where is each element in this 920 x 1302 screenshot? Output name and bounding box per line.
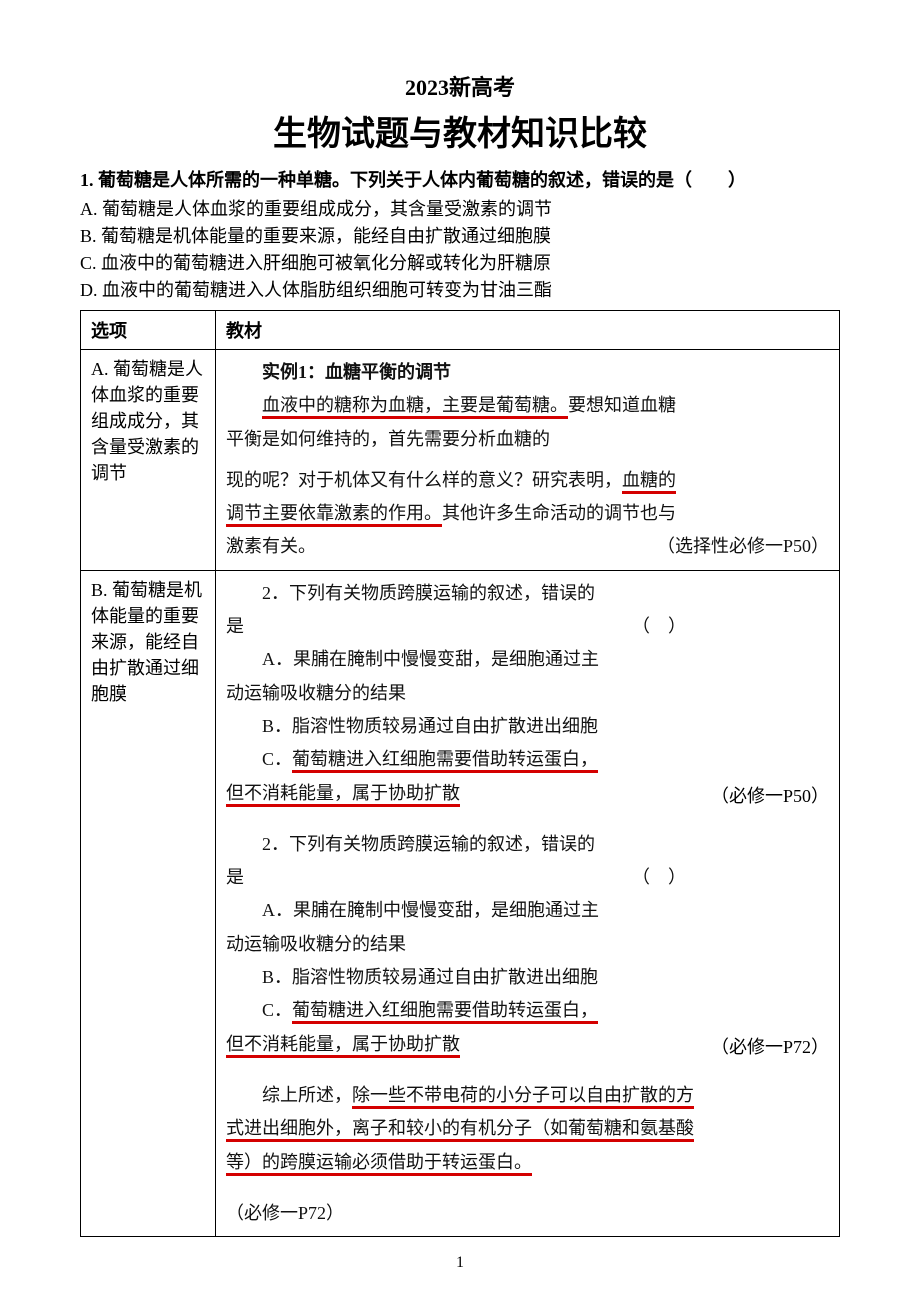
comparison-table: 选项 教材 A. 葡萄糖是人体血浆的重要组成成分，其含量受激素的调节 实例1：血… — [80, 310, 840, 1237]
summary-block: 综上所述，除一些不带电荷的小分子可以自由扩散的方 式进出细胞外，离子和较小的有机… — [226, 1079, 786, 1179]
question-text: 葡萄糖是人体所需的一种单糖。下列关于人体内葡萄糖的叙述，错误的是（ ） — [98, 170, 746, 190]
text-span: C． — [262, 1000, 292, 1020]
text-span: C． — [262, 749, 292, 769]
text-span: 其他许多生命活动的调节也与 — [442, 503, 676, 523]
quoted-line: C．葡萄糖进入红细胞需要借助转运蛋白， — [226, 743, 686, 776]
page-ref: （必修一P50） — [711, 782, 829, 808]
textbook-line: 激素有关。 — [226, 530, 316, 563]
page: 2023新高考 生物试题与教材知识比较 1. 葡萄糖是人体所需的一种单糖。下列关… — [0, 0, 920, 1277]
option-b: B. 葡萄糖是机体能量的重要来源，能经自由扩散通过细胞膜 — [80, 223, 840, 250]
quoted-line: 2．下列有关物质跨膜运输的叙述，错误的 — [226, 577, 686, 610]
option-cell-b: B. 葡萄糖是机体能量的重要来源，能经自由扩散通过细胞膜 — [81, 570, 216, 1236]
textbook-line: 调节主要依靠激素的作用。其他许多生命活动的调节也与 — [226, 497, 829, 530]
table-row: A. 葡萄糖是人体血浆的重要组成成分，其含量受激素的调节 实例1：血糖平衡的调节… — [81, 350, 840, 571]
quoted-line: 但不消耗能量，属于协助扩散 — [226, 777, 686, 810]
underlined-text: 葡萄糖进入红细胞需要借助转运蛋白， — [292, 1000, 598, 1024]
quoted-line: B．脂溶性物质较易通过自由扩散进出细胞 — [226, 710, 686, 743]
text-span: 是 — [226, 861, 244, 894]
quoted-question-block: 2．下列有关物质跨膜运输的叙述，错误的 是 （ ） A．果脯在腌制中慢慢变甜，是… — [226, 828, 829, 1061]
text-span: 现的呢？对于机体又有什么样的意义？研究表明， — [226, 470, 622, 490]
option-a: A. 葡萄糖是人体血浆的重要组成成分，其含量受激素的调节 — [80, 196, 840, 223]
option-c: C. 血液中的葡萄糖进入肝细胞可被氧化分解或转化为肝糖原 — [80, 250, 840, 277]
quoted-line: 2．下列有关物质跨膜运输的叙述，错误的 — [226, 828, 686, 861]
page-ref: （必修一P72） — [711, 1033, 829, 1059]
quoted-line: 但不消耗能量，属于协助扩散 — [226, 1028, 686, 1061]
underlined-text: 葡萄糖进入红细胞需要借助转运蛋白， — [292, 749, 598, 773]
textbook-cell-a: 实例1：血糖平衡的调节 血液中的糖称为血糖，主要是葡萄糖。要想知道血糖 平衡是如… — [216, 350, 840, 571]
header-option: 选项 — [81, 311, 216, 350]
quoted-line: 是 （ ） — [226, 861, 686, 894]
header-textbook: 教材 — [216, 311, 840, 350]
underlined-text: 但不消耗能量，属于协助扩散 — [226, 1034, 460, 1058]
question-stem: 1. 葡萄糖是人体所需的一种单糖。下列关于人体内葡萄糖的叙述，错误的是（ ） — [80, 167, 840, 194]
underlined-text: 除一些不带电荷的小分子可以自由扩散的方 — [352, 1085, 694, 1109]
page-ref: （必修一P72） — [226, 1197, 829, 1230]
textbook-line: 平衡是如何维持的，首先需要分析血糖的 — [226, 423, 829, 456]
underlined-text: 调节主要依靠激素的作用。 — [226, 503, 442, 527]
quoted-line: 动运输吸收糖分的结果 — [226, 677, 686, 710]
summary-line: 式进出细胞外，离子和较小的有机分子（如葡萄糖和氨基酸 — [226, 1112, 786, 1145]
option-cell-a: A. 葡萄糖是人体血浆的重要组成成分，其含量受激素的调节 — [81, 350, 216, 571]
doc-title: 生物试题与教材知识比较 — [80, 106, 840, 155]
page-ref: （选择性必修一P50） — [657, 530, 829, 563]
quoted-line: C．葡萄糖进入红细胞需要借助转运蛋白， — [226, 994, 686, 1027]
underlined-text: 等）的跨膜运输必须借助于转运蛋白。 — [226, 1152, 532, 1176]
text-span: 综上所述， — [262, 1085, 352, 1105]
quoted-question-block: 2．下列有关物质跨膜运输的叙述，错误的 是 （ ） A．果脯在腌制中慢慢变甜，是… — [226, 577, 829, 810]
option-d: D. 血液中的葡萄糖进入人体脂肪组织细胞可转变为甘油三酯 — [80, 277, 840, 304]
text-span: 是 — [226, 610, 244, 643]
quoted-line: 是 （ ） — [226, 610, 686, 643]
text-span: 要想知道血糖 — [568, 395, 676, 415]
paren-blank: （ ） — [632, 861, 686, 894]
quoted-line: B．脂溶性物质较易通过自由扩散进出细胞 — [226, 961, 686, 994]
textbook-line: 血液中的糖称为血糖，主要是葡萄糖。要想知道血糖 — [226, 389, 829, 422]
quoted-line: A．果脯在腌制中慢慢变甜，是细胞通过主 — [226, 643, 686, 676]
question-number: 1. — [80, 170, 94, 190]
table-header-row: 选项 教材 — [81, 311, 840, 350]
textbook-cell-b: 2．下列有关物质跨膜运输的叙述，错误的 是 （ ） A．果脯在腌制中慢慢变甜，是… — [216, 570, 840, 1236]
summary-line: 综上所述，除一些不带电荷的小分子可以自由扩散的方 — [226, 1079, 786, 1112]
example-label: 实例1：血糖平衡的调节 — [226, 356, 829, 389]
page-number: 1 — [0, 1254, 920, 1272]
paren-blank: （ ） — [632, 610, 686, 643]
underlined-text: 血糖的 — [622, 470, 676, 494]
underlined-text: 式进出细胞外，离子和较小的有机分子（如葡萄糖和氨基酸 — [226, 1118, 694, 1142]
underlined-text: 但不消耗能量，属于协助扩散 — [226, 783, 460, 807]
textbook-line: 现的呢？对于机体又有什么样的意义？研究表明，血糖的 — [226, 464, 829, 497]
table-row: B. 葡萄糖是机体能量的重要来源，能经自由扩散通过细胞膜 2．下列有关物质跨膜运… — [81, 570, 840, 1236]
summary-line: 等）的跨膜运输必须借助于转运蛋白。 — [226, 1146, 786, 1179]
quoted-line: A．果脯在腌制中慢慢变甜，是细胞通过主 — [226, 894, 686, 927]
underlined-text: 血液中的糖称为血糖，主要是葡萄糖。 — [262, 395, 568, 419]
exam-subtitle: 2023新高考 — [80, 70, 840, 102]
quoted-line: 动运输吸收糖分的结果 — [226, 928, 686, 961]
